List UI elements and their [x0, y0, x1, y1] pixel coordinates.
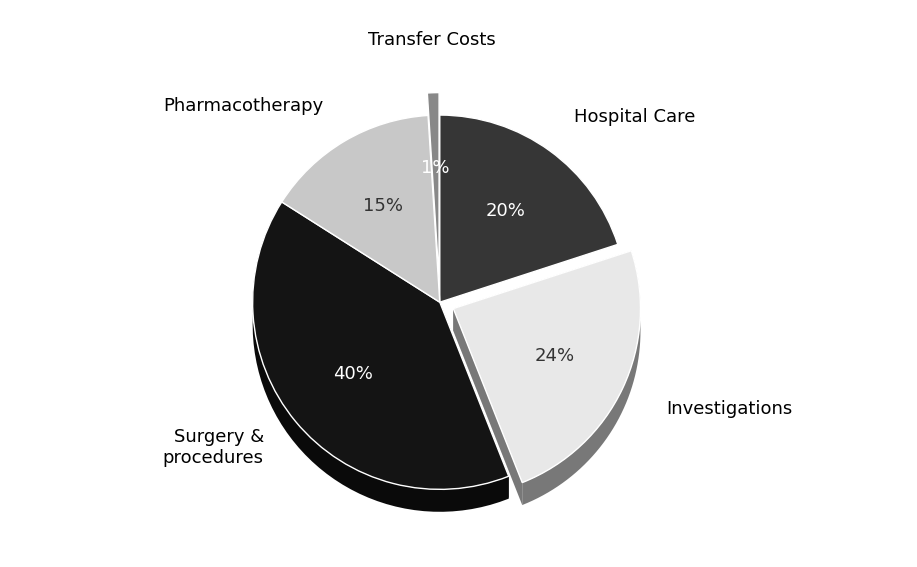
Wedge shape: [440, 115, 618, 302]
Polygon shape: [440, 302, 509, 499]
Polygon shape: [453, 308, 522, 505]
Wedge shape: [427, 92, 439, 280]
Polygon shape: [522, 251, 640, 505]
Text: Pharmacotherapy: Pharmacotherapy: [163, 97, 324, 115]
Polygon shape: [253, 202, 509, 512]
Wedge shape: [453, 251, 640, 483]
Text: 40%: 40%: [333, 365, 373, 383]
Wedge shape: [282, 116, 440, 302]
Polygon shape: [453, 251, 631, 331]
Polygon shape: [282, 202, 440, 325]
Text: 15%: 15%: [362, 197, 403, 214]
Text: 1%: 1%: [421, 159, 450, 176]
Text: 20%: 20%: [486, 202, 525, 221]
Text: Surgery &
procedures: Surgery & procedures: [163, 428, 264, 467]
Text: Transfer Costs: Transfer Costs: [368, 31, 495, 49]
Text: Investigations: Investigations: [667, 400, 793, 418]
Text: Hospital Care: Hospital Care: [574, 108, 695, 126]
Wedge shape: [253, 202, 509, 489]
Text: 24%: 24%: [535, 348, 575, 365]
